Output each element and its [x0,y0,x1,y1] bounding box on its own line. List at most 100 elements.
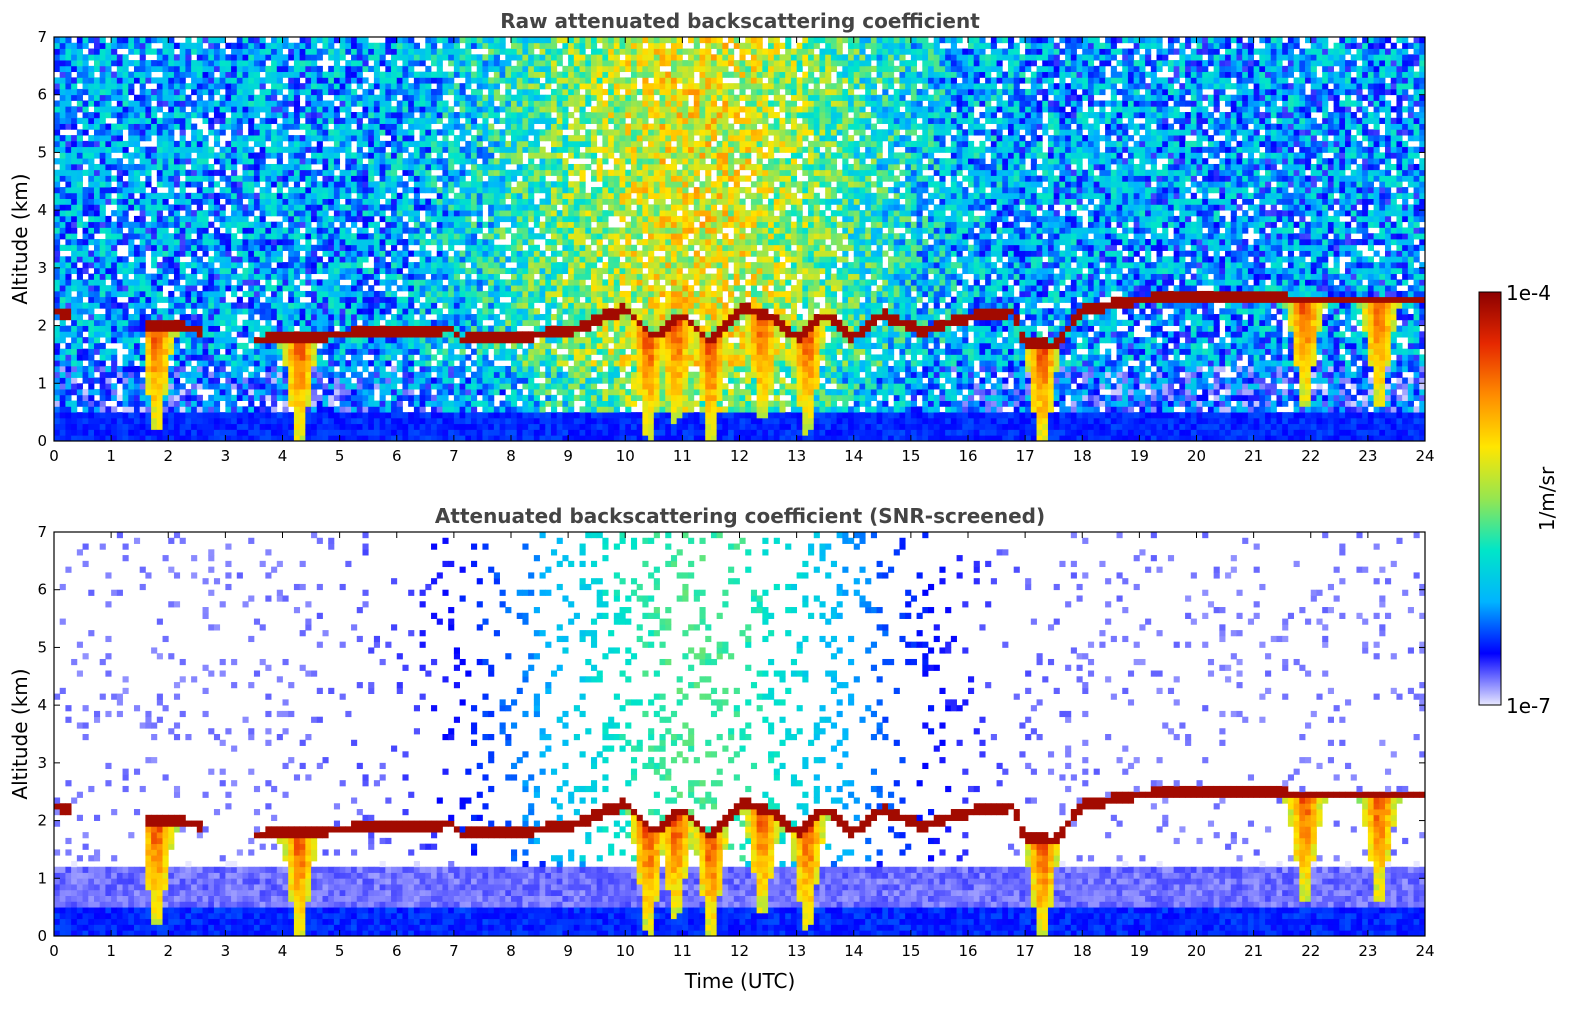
heatmap-cell [168,106,175,113]
heatmap-cell [145,423,152,430]
heatmap-cell [311,342,318,350]
heatmap-cell [316,406,323,413]
heatmap-cell [59,198,66,205]
heatmap-cell [299,423,306,430]
heatmap-cell [253,163,261,171]
heatmap-cell [322,365,329,373]
heatmap-cell [379,140,386,148]
heatmap-cell [436,37,443,44]
heatmap-cell [122,354,129,361]
heatmap-cell [476,37,483,44]
heatmap-cell [59,192,66,199]
heatmap-cell [311,360,318,367]
heatmap-cell [322,302,329,309]
heatmap-cell [208,417,215,425]
heatmap-cell [339,239,346,246]
heatmap-cell [311,371,318,378]
heatmap-cell [111,383,118,390]
heatmap-cell [156,273,163,280]
heatmap-cell [351,48,358,55]
heatmap-cell [128,354,135,361]
heatmap-cell [248,112,255,119]
heatmap-cell [122,273,129,280]
heatmap-cell [191,308,198,315]
heatmap-cell [368,48,375,55]
heatmap-cell [413,371,420,378]
heatmap-cell [111,54,118,61]
heatmap-cell [88,135,95,142]
heatmap-cell [111,348,118,355]
heatmap-cell [133,308,141,315]
heatmap-cell [448,342,455,350]
heatmap-cell [151,250,158,257]
heatmap-cell [471,256,478,263]
heatmap-cell [88,337,95,344]
heatmap-cell [465,169,472,176]
heatmap-cell [265,239,272,246]
heatmap-cell [476,42,483,49]
heatmap-cell [288,285,295,292]
heatmap-cell [111,227,118,234]
heatmap-cell [316,262,323,269]
heatmap-cell [488,169,495,176]
heatmap-cell [99,412,106,419]
heatmap-cell [248,163,255,171]
heatmap-cell [282,117,289,124]
heatmap-cell [402,256,409,263]
heatmap-cell [59,389,66,396]
heatmap-cell [185,60,192,67]
heatmap-cell [168,94,175,101]
heatmap-cell [219,354,226,361]
heatmap-cell [185,54,192,61]
heatmap-cell [385,290,392,298]
heatmap-cell [488,65,495,73]
heatmap-cell [253,308,261,315]
heatmap-cell [402,244,409,251]
heatmap-cell [99,354,106,361]
heatmap-cell [493,337,500,344]
heatmap-cell [459,417,466,425]
heatmap-cell [448,239,455,246]
heatmap-cell [373,54,381,61]
heatmap-cell [265,342,272,350]
heatmap-cell [482,279,489,286]
heatmap-cell [173,123,181,130]
heatmap-cell [385,163,392,171]
heatmap-cell [242,250,249,257]
heatmap-cell [265,233,272,240]
heatmap-cell [379,394,386,401]
heatmap-cell [54,360,61,367]
heatmap-cell [488,412,495,419]
heatmap-cell [351,215,358,223]
heatmap-cell [88,233,95,240]
heatmap-cell [111,163,118,171]
heatmap-cell [511,406,518,413]
heatmap-cell [419,406,426,413]
heatmap-cell [219,302,226,309]
heatmap-cell [453,71,460,78]
heatmap-cell [436,389,443,396]
heatmap-cell [442,187,449,194]
heatmap-cell [459,239,466,246]
heatmap-cell [408,227,415,234]
heatmap-cell [402,285,409,292]
heatmap-cell [413,423,420,430]
heatmap-cell [476,221,483,228]
heatmap-cell [133,152,141,159]
heatmap-cell [488,146,495,153]
heatmap-cell [408,377,415,384]
heatmap-cell [493,406,500,413]
heatmap-cell [339,394,346,401]
heatmap-cell [413,60,420,67]
heatmap-cell [168,54,175,61]
heatmap-cell [54,389,61,396]
heatmap-cell [185,146,192,153]
heatmap-cell [385,77,392,84]
heatmap-cell [219,77,226,84]
heatmap-cell [493,435,500,441]
heatmap-cell [145,158,152,165]
heatmap-cell [431,285,438,292]
heatmap-cell [499,290,506,298]
heatmap-cell [202,227,209,234]
heatmap-cell [493,77,500,84]
